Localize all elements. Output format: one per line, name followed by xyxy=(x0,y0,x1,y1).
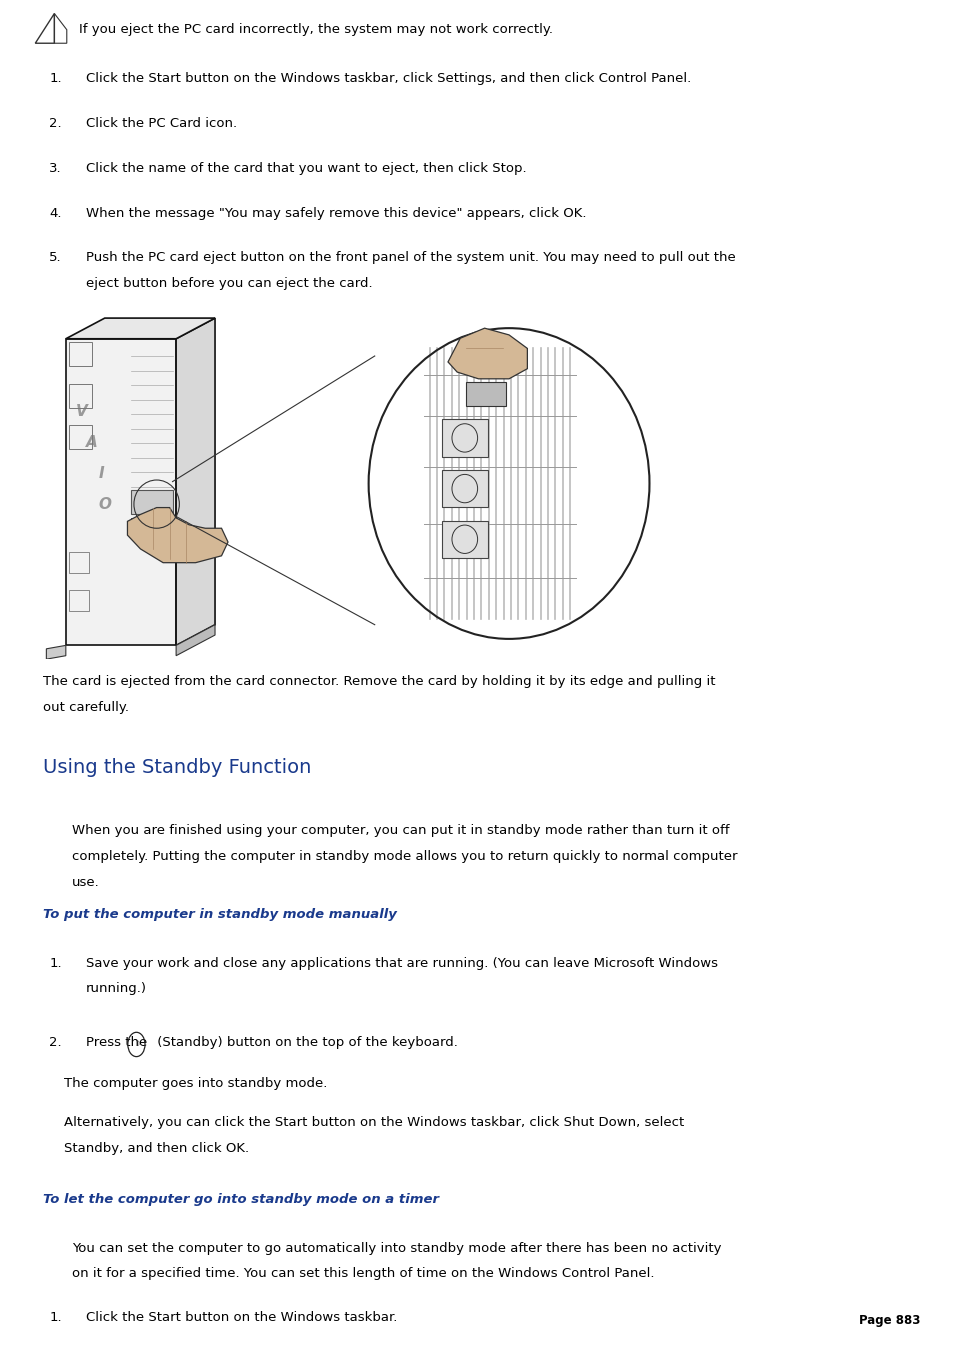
Text: Click the PC Card icon.: Click the PC Card icon. xyxy=(86,116,236,130)
Bar xyxy=(69,553,89,573)
Bar xyxy=(441,470,487,507)
Text: 1.: 1. xyxy=(50,957,62,970)
Text: 5.: 5. xyxy=(50,251,62,265)
Text: 2.: 2. xyxy=(50,116,62,130)
Text: O: O xyxy=(98,497,112,512)
Text: 1.: 1. xyxy=(50,72,62,85)
Polygon shape xyxy=(66,339,176,646)
Text: Click the name of the card that you want to eject, then click Stop.: Click the name of the card that you want… xyxy=(86,162,526,174)
Polygon shape xyxy=(448,328,527,378)
Text: V: V xyxy=(76,404,88,419)
Text: Using the Standby Function: Using the Standby Function xyxy=(43,758,311,777)
Bar xyxy=(131,517,147,528)
Text: running.): running.) xyxy=(86,982,147,996)
Text: The card is ejected from the card connector. Remove the card by holding it by it: The card is ejected from the card connec… xyxy=(43,676,715,689)
Polygon shape xyxy=(128,508,228,563)
Text: When the message "You may safely remove this device" appears, click OK.: When the message "You may safely remove … xyxy=(86,207,586,219)
Polygon shape xyxy=(66,317,214,339)
Text: Alternatively, you can click the Start button on the Windows taskbar, click Shut: Alternatively, you can click the Start b… xyxy=(64,1116,683,1129)
Bar xyxy=(69,342,91,366)
Text: Push the PC card eject button on the front panel of the system unit. You may nee: Push the PC card eject button on the fro… xyxy=(86,251,735,265)
Text: on it for a specified time. You can set this length of time on the Windows Contr: on it for a specified time. You can set … xyxy=(71,1267,654,1281)
Text: I: I xyxy=(98,466,104,481)
Text: 4.: 4. xyxy=(50,207,62,219)
Text: When you are finished using your computer, you can put it in standby mode rather: When you are finished using your compute… xyxy=(71,824,728,838)
Text: Click the Start button on the Windows taskbar, click Settings, and then click Co: Click the Start button on the Windows ta… xyxy=(86,72,690,85)
Bar xyxy=(69,426,91,449)
Text: use.: use. xyxy=(71,875,99,889)
Text: completely. Putting the computer in standby mode allows you to return quickly to: completely. Putting the computer in stan… xyxy=(71,850,737,863)
Text: 3.: 3. xyxy=(50,162,62,174)
Bar xyxy=(441,520,487,558)
Text: To let the computer go into standby mode on a timer: To let the computer go into standby mode… xyxy=(43,1193,438,1206)
Text: Save your work and close any applications that are running. (You can leave Micro: Save your work and close any application… xyxy=(86,957,717,970)
Bar xyxy=(131,490,172,515)
Text: You can set the computer to go automatically into standby mode after there has b: You can set the computer to go automatic… xyxy=(71,1242,720,1255)
Text: (Standby) button on the top of the keyboard.: (Standby) button on the top of the keybo… xyxy=(152,1036,457,1050)
Text: out carefully.: out carefully. xyxy=(43,701,129,715)
Text: ☽: ☽ xyxy=(133,1042,139,1047)
Text: 2.: 2. xyxy=(50,1036,62,1050)
Text: To put the computer in standby mode manually: To put the computer in standby mode manu… xyxy=(43,908,396,921)
Polygon shape xyxy=(47,646,66,659)
Bar xyxy=(69,384,91,408)
Polygon shape xyxy=(176,317,214,646)
Text: A: A xyxy=(86,435,97,450)
Text: The computer goes into standby mode.: The computer goes into standby mode. xyxy=(64,1078,327,1090)
Text: eject button before you can eject the card.: eject button before you can eject the ca… xyxy=(86,277,372,290)
Text: Standby, and then click OK.: Standby, and then click OK. xyxy=(64,1142,249,1155)
Bar xyxy=(69,590,89,611)
Text: Page 883: Page 883 xyxy=(859,1313,920,1327)
Text: If you eject the PC card incorrectly, the system may not work correctly.: If you eject the PC card incorrectly, th… xyxy=(79,23,553,36)
Bar xyxy=(466,382,505,405)
Text: Press the: Press the xyxy=(86,1036,152,1050)
Polygon shape xyxy=(176,624,214,655)
Bar xyxy=(441,419,487,457)
Text: 1.: 1. xyxy=(50,1310,62,1324)
Text: Click the Start button on the Windows taskbar.: Click the Start button on the Windows ta… xyxy=(86,1310,396,1324)
